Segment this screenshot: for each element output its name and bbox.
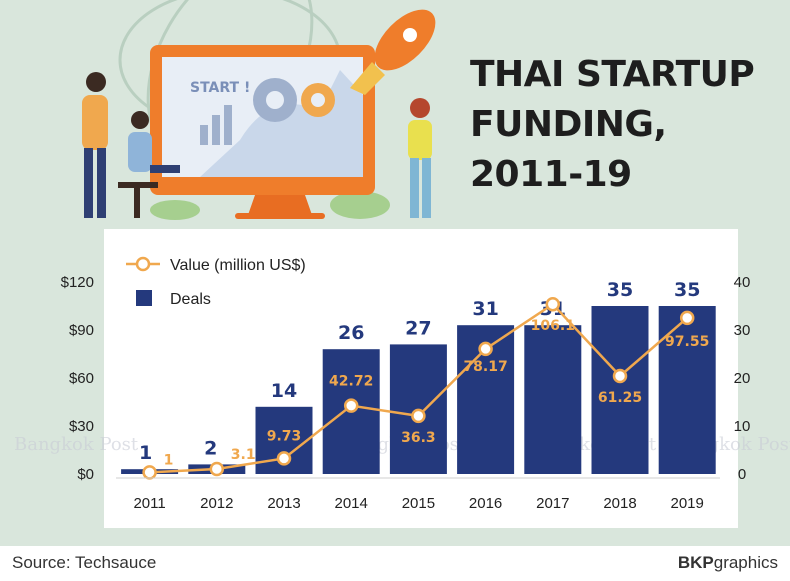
x-axis-tick: 2014	[335, 495, 368, 512]
left-axis-tick: $120	[61, 274, 94, 291]
value-point	[679, 310, 695, 326]
value-labels: 1 3.1 9.73 42.72 36.3 78.17 106.1 61.25 97.55	[164, 318, 710, 468]
deal-count-label: 31	[472, 298, 498, 320]
value-point	[142, 465, 157, 480]
x-axis-tick: 2018	[603, 495, 636, 512]
person-binoculars-icon	[82, 72, 108, 218]
value-data-label: 36.3	[401, 430, 436, 446]
left-axis-tick: $60	[69, 370, 94, 387]
value-data-label: 61.25	[598, 390, 642, 406]
screen-start-text: START !	[190, 80, 250, 96]
legend-deals-label: Deals	[170, 291, 211, 308]
deals-bars	[121, 306, 716, 474]
left-axis-tick: $30	[69, 418, 94, 435]
deal-count-label: 14	[271, 380, 297, 402]
legend-bar-swatch	[136, 290, 152, 306]
brand-credit: BKPgraphics	[678, 553, 778, 573]
value-point	[478, 341, 493, 357]
monitor-icon	[150, 45, 375, 219]
person-laptop-icon	[118, 111, 180, 218]
deal-count-label: 27	[405, 317, 431, 339]
value-point	[411, 408, 426, 424]
title-line-1: THAI STARTUP	[470, 54, 755, 95]
right-axis: 0 10 20 30 40	[734, 274, 751, 483]
value-data-label: 78.17	[463, 359, 507, 375]
value-data-label: 42.72	[329, 374, 373, 390]
x-axis-tick: 2013	[267, 495, 300, 512]
plant-icon	[150, 191, 390, 220]
value-data-label: 1	[164, 452, 174, 468]
value-point	[545, 296, 561, 312]
x-axis-tick: 2019	[671, 495, 704, 512]
rocket-icon	[350, 9, 436, 95]
bar-chart-icon	[200, 105, 232, 145]
deal-count-label: 35	[674, 279, 700, 301]
value-point	[209, 461, 225, 477]
brand-bold: BKP	[677, 553, 714, 572]
startup-illustration: START !	[82, 0, 436, 220]
deals-bar	[591, 306, 649, 474]
right-axis-tick: 30	[734, 322, 751, 339]
deal-count-label: 35	[607, 279, 633, 301]
x-axis-tick: 2011	[133, 495, 165, 512]
legend-line-marker	[135, 256, 151, 272]
legend: Value (million US$) Deals	[126, 256, 306, 308]
person-standing-icon	[408, 98, 432, 218]
brand-rest: graphics	[713, 553, 778, 572]
value-data-label: 9.73	[267, 428, 302, 444]
value-point	[612, 368, 628, 384]
x-axis-tick: 2012	[200, 495, 233, 512]
x-axis-tick: 2016	[469, 495, 502, 512]
value-data-label: 106.1	[531, 318, 575, 334]
x-axis-tick: 2015	[402, 495, 435, 512]
left-axis-tick: $90	[69, 322, 94, 339]
deals-bar	[658, 306, 716, 474]
left-axis-tick: $0	[77, 466, 94, 483]
chart-title: THAI STARTUP FUNDING, 2011-19	[470, 50, 790, 200]
right-axis-tick: 10	[734, 418, 751, 435]
value-data-label: 3.1	[231, 447, 256, 463]
value-line	[142, 296, 695, 480]
left-axis: $0 $30 $60 $90 $120	[61, 274, 94, 483]
right-axis-tick: 20	[734, 370, 751, 387]
title-line-2: FUNDING,	[470, 104, 667, 145]
value-data-label: 97.55	[665, 334, 709, 350]
gear-icon	[253, 78, 335, 122]
deal-count-label: 26	[338, 322, 364, 344]
x-axis-tick: 2017	[536, 495, 569, 512]
x-axis: 2011 2012 2013 2014 2015 2016 2017 2018 2019	[116, 477, 720, 512]
deals-bar	[524, 325, 582, 474]
right-axis-tick: 0	[738, 466, 746, 483]
deal-count-label: 2	[204, 437, 217, 459]
deal-count-label: 1	[139, 442, 152, 464]
legend-value-label: Value (million US$)	[170, 257, 306, 274]
right-axis-tick: 40	[734, 274, 751, 291]
source-note: Source: Techsauce	[12, 553, 157, 572]
value-point	[276, 451, 292, 466]
watermark-text: Bangkok Post	[14, 434, 139, 455]
title-line-3: 2011-19	[470, 154, 632, 195]
value-point	[343, 398, 359, 413]
